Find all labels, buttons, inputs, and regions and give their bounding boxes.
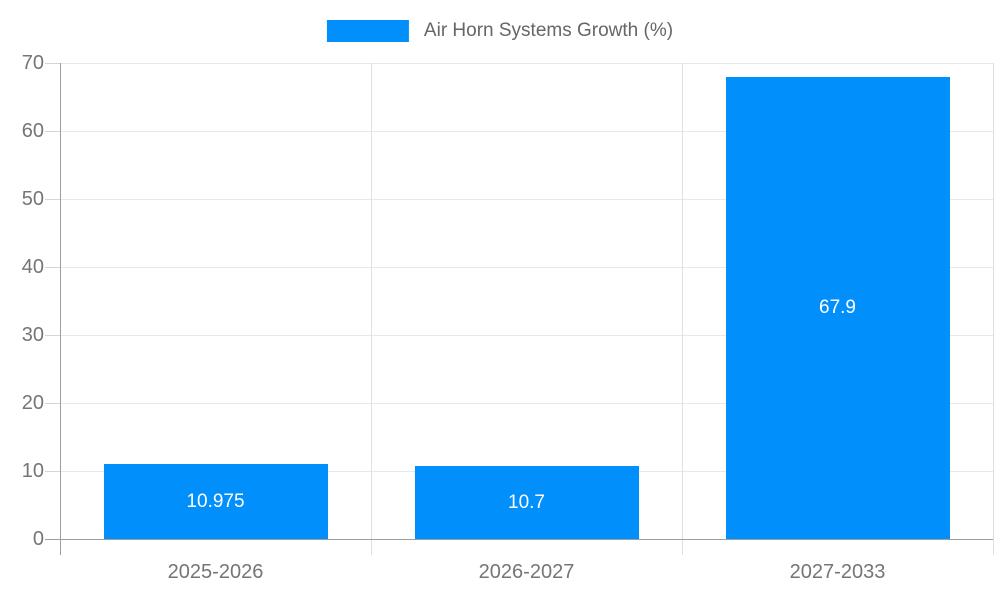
x-axis-tick-label: 2027-2033 (789, 561, 886, 583)
y-axis-tick-label: 10 (21, 460, 44, 482)
y-axis-tick-label: 0 (32, 528, 44, 550)
gridline-horizontal (60, 335, 993, 336)
bar-value-label: 10.7 (508, 491, 545, 513)
gridline-horizontal (60, 63, 993, 64)
legend-label: Air Horn Systems Growth (%) (423, 20, 674, 41)
gridline-vertical (370, 63, 372, 555)
x-axis-tick-label: 2026-2027 (478, 561, 575, 583)
y-axis-line (60, 63, 61, 555)
bar-value-label: 67.9 (819, 297, 856, 319)
bar: 67.9 (725, 77, 950, 539)
y-axis-tick (45, 335, 60, 336)
y-axis-tick-label: 40 (21, 256, 44, 278)
gridline-horizontal (60, 267, 993, 268)
y-axis-tick-label: 30 (21, 324, 44, 346)
bar: 10.7 (414, 466, 639, 539)
gridline-horizontal (60, 403, 993, 404)
y-axis-tick (45, 131, 60, 132)
bar: 10.975 (103, 464, 328, 539)
y-axis-tick-label: 20 (21, 392, 44, 414)
bar-value-label: 10.975 (186, 490, 245, 512)
y-axis-tick (45, 403, 60, 404)
x-axis-tick-label: 2025-2026 (167, 561, 264, 583)
gridline-horizontal (60, 199, 993, 200)
y-axis-tick (45, 471, 60, 472)
y-axis-tick (45, 539, 60, 540)
legend-swatch-icon (326, 20, 409, 42)
gridline-horizontal (60, 131, 993, 132)
y-axis-tick-label: 70 (21, 52, 44, 74)
y-axis-tick (45, 63, 60, 64)
y-axis-tick (45, 267, 60, 268)
legend-item[interactable]: Air Horn Systems Growth (%) (326, 20, 674, 42)
y-axis-tick (45, 199, 60, 200)
y-axis-tick-label: 50 (21, 188, 44, 210)
gridline-vertical (992, 63, 994, 555)
plot-area: 0 10 20 30 40 50 60 70 10.975 10.7 67.9 2025-2026 20… (22, 52, 994, 583)
x-axis-line (60, 539, 993, 540)
y-axis-tick-label: 60 (21, 120, 44, 142)
gridline-vertical (681, 63, 683, 555)
